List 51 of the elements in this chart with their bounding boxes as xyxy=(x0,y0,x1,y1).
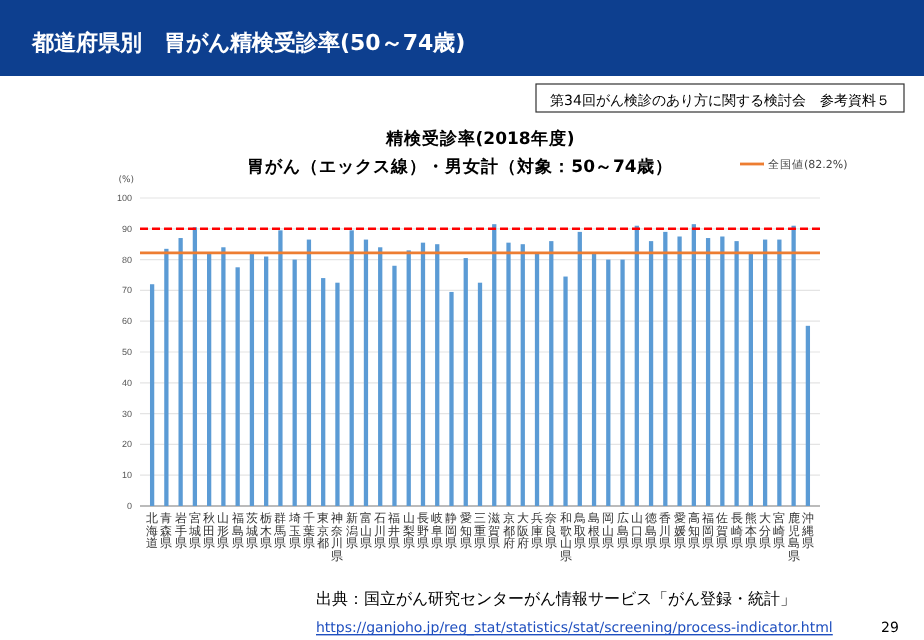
bar xyxy=(363,239,369,506)
bar xyxy=(477,282,483,506)
chart-subtitle: 胃がん（エックス線）・男女計（対象：50～74歳） xyxy=(247,156,673,178)
bar xyxy=(335,282,340,506)
bar xyxy=(164,248,169,506)
bar xyxy=(577,231,582,506)
bar xyxy=(306,239,312,506)
bar xyxy=(748,253,753,506)
bar xyxy=(178,238,183,506)
bar xyxy=(278,230,283,506)
bar xyxy=(620,259,625,506)
bar xyxy=(207,253,212,506)
bar xyxy=(563,276,568,506)
bar xyxy=(705,238,711,506)
bar xyxy=(249,253,255,506)
bar xyxy=(378,247,383,506)
bar xyxy=(449,291,454,506)
bar xyxy=(777,239,782,506)
bar xyxy=(264,256,269,506)
bar xyxy=(149,284,155,506)
bar xyxy=(463,258,468,506)
bar xyxy=(691,224,696,506)
bar xyxy=(663,231,668,506)
bar xyxy=(549,241,554,506)
bar xyxy=(321,278,326,506)
bar xyxy=(506,242,511,506)
text: 都道府県別 胃がん精検受診率(50～74歳) xyxy=(30,30,466,56)
source-note: 出典：国立がん研究センターがん情報サービス「がん登録・統計」 xyxy=(316,590,796,608)
bar xyxy=(349,230,354,506)
bar xyxy=(192,227,198,506)
bar xyxy=(791,225,796,506)
bar xyxy=(406,250,411,506)
bar xyxy=(492,224,497,506)
bar xyxy=(435,244,440,506)
bar xyxy=(292,259,297,506)
bar xyxy=(734,241,739,506)
bar xyxy=(606,259,611,506)
bar xyxy=(235,267,240,506)
bar xyxy=(720,236,725,506)
bar xyxy=(591,253,597,506)
bar xyxy=(634,225,639,506)
bar xyxy=(520,244,525,506)
bar xyxy=(648,241,654,506)
bar xyxy=(392,265,397,506)
bar xyxy=(762,239,768,506)
bar xyxy=(677,236,682,506)
chart-title: 精検受診率(2018年度) xyxy=(383,128,575,150)
bar xyxy=(805,325,811,506)
bar xyxy=(534,253,540,506)
bar xyxy=(420,242,426,506)
bar xyxy=(221,247,226,506)
